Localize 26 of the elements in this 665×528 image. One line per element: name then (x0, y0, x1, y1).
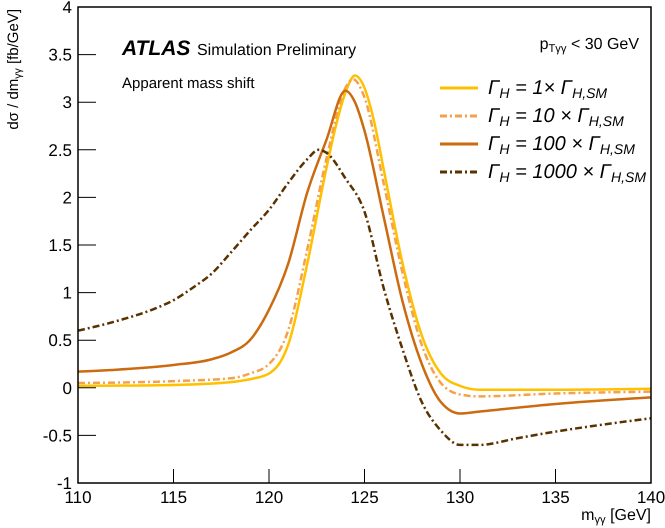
y-tick-label: 3.5 (48, 46, 72, 65)
y-tick-label: 0 (62, 378, 72, 398)
legend-label: Γ$_{H}$ = 100 × Γ$_{H,SM}$ (488, 133, 636, 158)
legend-label: Γ$_{H}$ = 1× Γ$_{H,SM}$ (488, 77, 608, 102)
y-tick-label: 0.5 (48, 331, 72, 350)
y-tick-label: 2.5 (48, 140, 72, 160)
x-axis-title: m$_{γγ}$ [GeV] (581, 507, 651, 526)
y-tick-label: 1 (62, 284, 72, 303)
y-tick-label: 4 (62, 0, 72, 17)
annotation: Simulation Preliminary (197, 42, 356, 59)
x-tick-label: 120 (254, 488, 284, 507)
x-tick-label: 130 (446, 488, 474, 507)
annotation: Apparent mass shift (122, 75, 256, 92)
legend-label: Γ$_{H}$ = 1000 × Γ$_{H,SM}$ (488, 161, 646, 186)
y-tick-label: 2 (62, 188, 72, 208)
legend-label: Γ$_{H}$ = 10 × Γ$_{H,SM}$ (488, 105, 624, 130)
y-tick-label: -0.5 (42, 426, 72, 446)
y-tick-label: 1.5 (48, 236, 72, 255)
x-tick-label: 110 (64, 488, 92, 507)
x-tick-label: 115 (160, 488, 188, 507)
annotation: p$_{Tγγ}$ < 30 GeV (540, 36, 640, 56)
x-tick-label: 135 (541, 488, 570, 507)
x-tick-label: 125 (350, 488, 379, 507)
annotation: ATLAS (121, 37, 190, 60)
x-tick-label: 140 (636, 488, 665, 507)
y-tick-label: 3 (62, 93, 72, 112)
